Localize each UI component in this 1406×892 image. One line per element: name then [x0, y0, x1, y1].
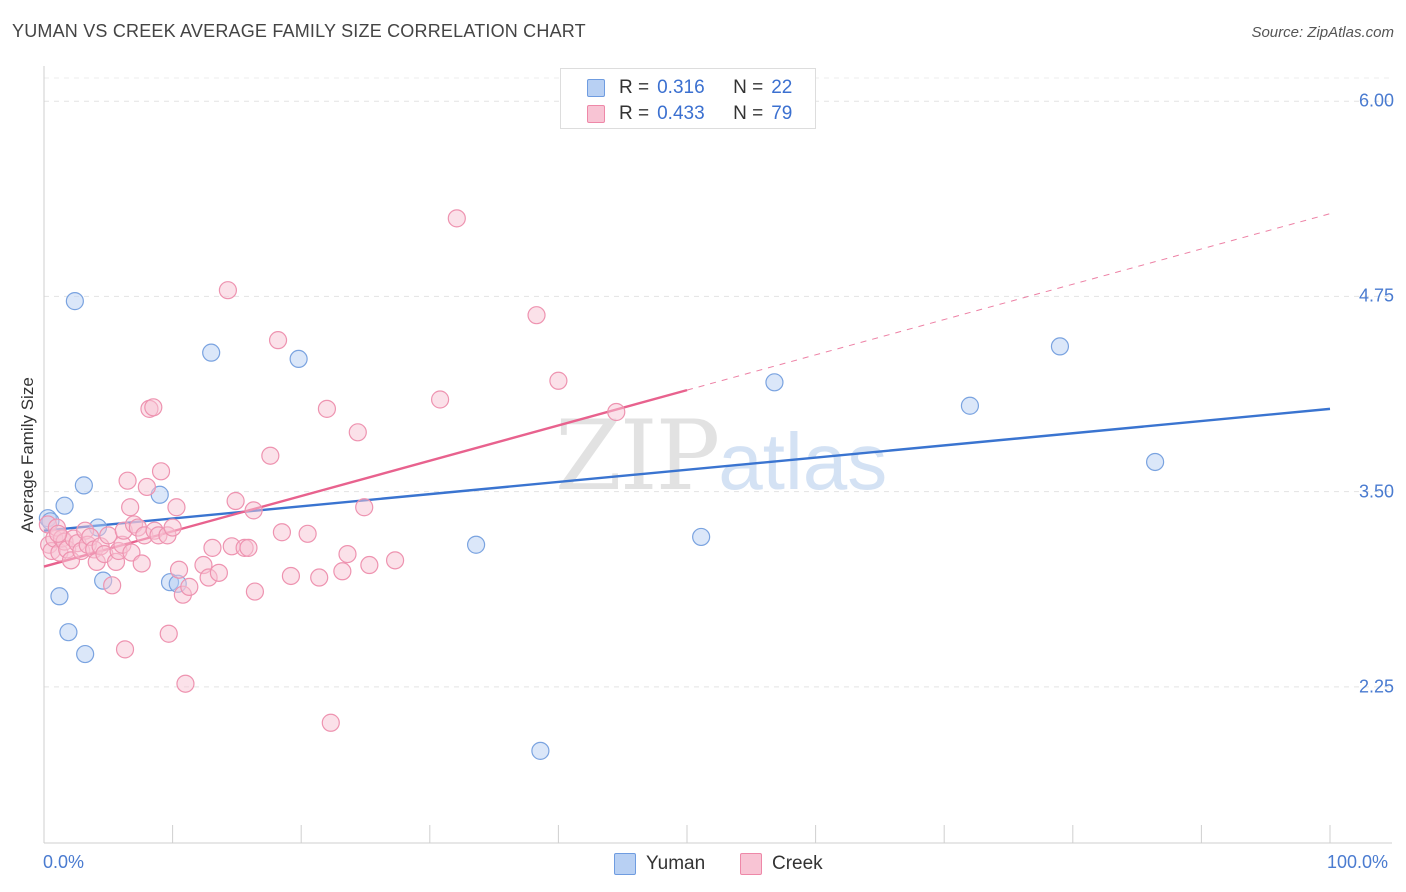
creek-point [115, 640, 135, 659]
creek-trend-extension [686, 213, 1331, 391]
creek-point [245, 582, 265, 601]
r-label: R = [619, 77, 650, 98]
yuman-point [692, 527, 711, 547]
creek-point [355, 498, 374, 517]
yuman-trend-line [43, 407, 1331, 532]
watermark: ZIPatlas [555, 400, 887, 512]
bottom-legend-yuman[interactable]: Yuman [614, 853, 705, 875]
creek-point [103, 576, 122, 595]
yuman-swatch [614, 853, 636, 875]
creek-point [549, 371, 568, 390]
creek-point [180, 577, 199, 596]
creek-point [169, 560, 189, 579]
creek-point [218, 281, 237, 300]
creek-point [132, 554, 151, 573]
creek-point [261, 446, 280, 465]
creek-point [321, 713, 340, 732]
n-label: N = [733, 103, 764, 124]
yuman-point [74, 476, 93, 495]
creek-swatch [740, 853, 762, 875]
creek-point [268, 331, 288, 350]
creek-point [527, 306, 546, 325]
yuman-point [65, 292, 84, 311]
gridlines [44, 77, 1392, 688]
creek-n-value: 79 [771, 103, 793, 124]
axes [43, 66, 1392, 844]
creek-point [121, 498, 140, 517]
r-label: R = [619, 103, 650, 124]
y-axis-label: Average Family Size [18, 377, 37, 533]
yuman-point [289, 349, 308, 368]
creek-point [338, 545, 357, 564]
yuman-point [59, 623, 78, 642]
creek-point [298, 524, 317, 543]
yuman-point [76, 644, 95, 664]
n-label: N = [733, 77, 764, 98]
creek-point [607, 402, 626, 422]
creek-point [226, 491, 245, 511]
creek-point [118, 471, 137, 490]
creek-point [348, 423, 367, 442]
creek-point [430, 390, 450, 409]
creek-point [167, 498, 186, 517]
trend-lines [43, 213, 1331, 568]
yuman-point [55, 496, 74, 515]
yuman-point [202, 343, 221, 362]
chart-title: YUMAN VS CREEK AVERAGE FAMILY SIZE CORRE… [12, 21, 586, 41]
yuman-swatch [587, 79, 605, 97]
creek-swatch [587, 105, 605, 123]
creek-point [281, 566, 301, 586]
yuman-point [1146, 452, 1165, 472]
x-tick-label-max: 100.0% [1327, 852, 1389, 872]
creek-point [159, 624, 178, 643]
creek-point [203, 538, 222, 557]
creek-point [333, 562, 352, 581]
x-tick-label-min: 0.0% [43, 852, 85, 872]
legend-row-yuman: R = 0.316 N = 22 [587, 77, 792, 99]
y-tick-label: 4.75 [1358, 285, 1394, 306]
creek-point [244, 501, 263, 520]
yuman-legend-label: Yuman [646, 853, 706, 874]
creek-point [151, 462, 171, 481]
y-tick-label: 3.50 [1358, 481, 1394, 502]
yuman-point [960, 396, 980, 415]
creek-point [310, 568, 329, 587]
yuman-point [466, 535, 486, 554]
creek-point [272, 523, 292, 542]
creek-point [137, 477, 156, 497]
y-tick-label: 6.00 [1358, 90, 1394, 111]
creek-point [317, 399, 337, 418]
creek-legend-label: Creek [772, 853, 823, 874]
creek-point [209, 563, 228, 582]
creek-point [163, 518, 182, 537]
data-points [38, 209, 1165, 760]
yuman-point [50, 587, 69, 606]
creek-point [385, 551, 405, 570]
bottom-legend-creek[interactable]: Creek [740, 853, 823, 875]
stats-legend: R = 0.316 N = 22 R = 0.433 N = 79 [560, 68, 816, 129]
yuman-point [765, 373, 784, 392]
legend-row-creek: R = 0.433 N = 79 [587, 103, 792, 125]
yuman-r-value: 0.316 [657, 77, 705, 98]
creek-point [239, 538, 258, 557]
yuman-point [1050, 337, 1070, 356]
source-label: Source: ZipAtlas.com [1251, 24, 1394, 41]
creek-r-value: 0.433 [657, 103, 705, 124]
yuman-n-value: 22 [771, 77, 793, 98]
creek-point [360, 555, 379, 575]
yuman-point [531, 741, 550, 760]
y-tick-label: 2.25 [1358, 676, 1394, 697]
creek-point [447, 209, 466, 228]
creek-point [176, 674, 195, 693]
creek-point [144, 398, 163, 417]
creek-point [49, 524, 68, 543]
